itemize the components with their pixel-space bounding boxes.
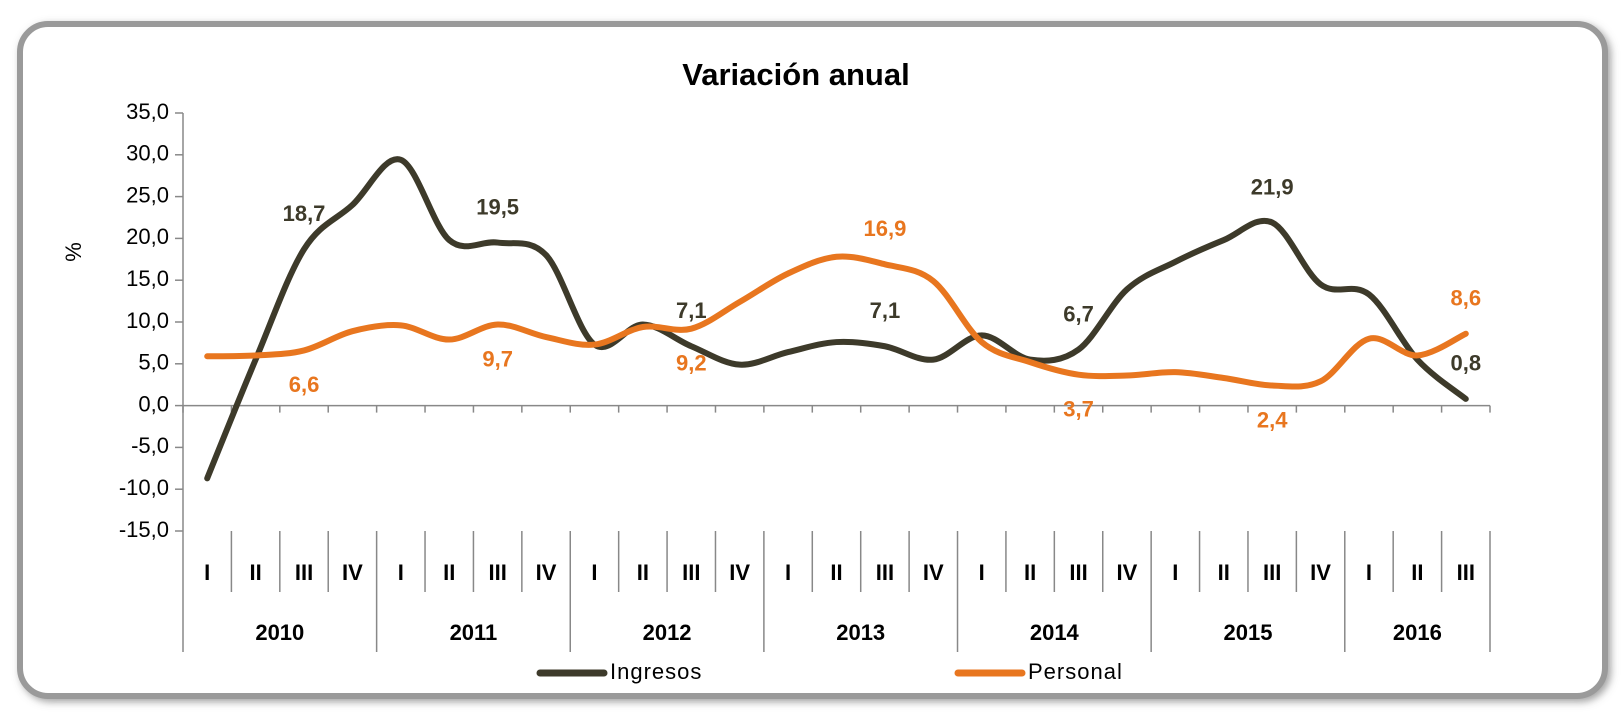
series-line	[204, 156, 1469, 482]
x-tick-label: IV	[1310, 560, 1331, 585]
x-tick-label: I	[785, 560, 791, 585]
data-label: 19,5	[476, 194, 519, 219]
x-tick-label: I	[1366, 560, 1372, 585]
x-tick-label: II	[1411, 560, 1423, 585]
x-tick-label: II	[637, 560, 649, 585]
data-label: 2,4	[1257, 407, 1288, 432]
x-tick-label: I	[398, 560, 404, 585]
y-tick-label: 20,0	[126, 224, 169, 249]
y-tick-label: 25,0	[126, 182, 169, 207]
data-label: 18,7	[283, 201, 326, 226]
y-tick-label: 15,0	[126, 266, 169, 291]
x-tick-label: II	[830, 560, 842, 585]
y-tick-label: 0,0	[138, 391, 169, 416]
chart-title: Variación anual	[682, 57, 909, 92]
data-label: 9,7	[482, 346, 513, 371]
x-tick-label: II	[249, 560, 261, 585]
x-tick-label: III	[1457, 560, 1475, 585]
group-label: 2016	[1393, 620, 1442, 645]
x-tick-label: III	[295, 560, 313, 585]
group-label: 2012	[643, 620, 692, 645]
y-tick-label: -15,0	[119, 517, 169, 542]
x-tick-label: I	[591, 560, 597, 585]
data-label: 6,7	[1063, 301, 1094, 326]
x-tick-label: III	[488, 560, 506, 585]
x-tick-label: IV	[1117, 560, 1138, 585]
x-tick-label: III	[682, 560, 700, 585]
data-label: 8,6	[1450, 286, 1481, 311]
x-tick-label: III	[1069, 560, 1087, 585]
x-tick-label: III	[1263, 560, 1281, 585]
y-tick-label: 35,0	[126, 99, 169, 124]
x-tick-label: IV	[342, 560, 363, 585]
data-label: 6,6	[289, 372, 320, 397]
legend-label: Ingresos	[610, 659, 702, 684]
y-tick-label: -10,0	[119, 475, 169, 500]
data-label: 7,1	[676, 298, 707, 323]
x-tick-label: I	[204, 560, 210, 585]
series-line	[204, 253, 1469, 390]
group-label: 2014	[1030, 620, 1080, 645]
group-label: 2011	[450, 620, 498, 645]
data-label: 0,8	[1450, 351, 1481, 376]
data-label: 7,1	[870, 298, 901, 323]
data-label: 9,2	[676, 351, 707, 376]
x-tick-label: III	[876, 560, 894, 585]
group-label: 2015	[1223, 620, 1272, 645]
data-label: 16,9	[863, 216, 906, 241]
y-tick-label: 5,0	[138, 350, 169, 375]
x-tick-label: II	[443, 560, 455, 585]
x-tick-label: IV	[923, 560, 944, 585]
x-tick-label: IV	[536, 560, 557, 585]
y-tick-label: -5,0	[131, 433, 169, 458]
y-axis-label: %	[61, 242, 86, 262]
x-tick-label: IV	[729, 560, 750, 585]
data-label: 3,7	[1063, 396, 1094, 421]
group-label: 2013	[836, 620, 885, 645]
x-tick-label: II	[1218, 560, 1230, 585]
x-tick-label: II	[1024, 560, 1036, 585]
y-tick-label: 10,0	[126, 308, 169, 333]
x-tick-label: I	[1172, 560, 1178, 585]
group-label: 2010	[255, 620, 304, 645]
x-tick-label: I	[979, 560, 985, 585]
frame	[17, 21, 1608, 699]
legend-label: Personal	[1028, 659, 1123, 684]
data-label: 21,9	[1251, 174, 1294, 199]
y-tick-label: 30,0	[126, 141, 169, 166]
